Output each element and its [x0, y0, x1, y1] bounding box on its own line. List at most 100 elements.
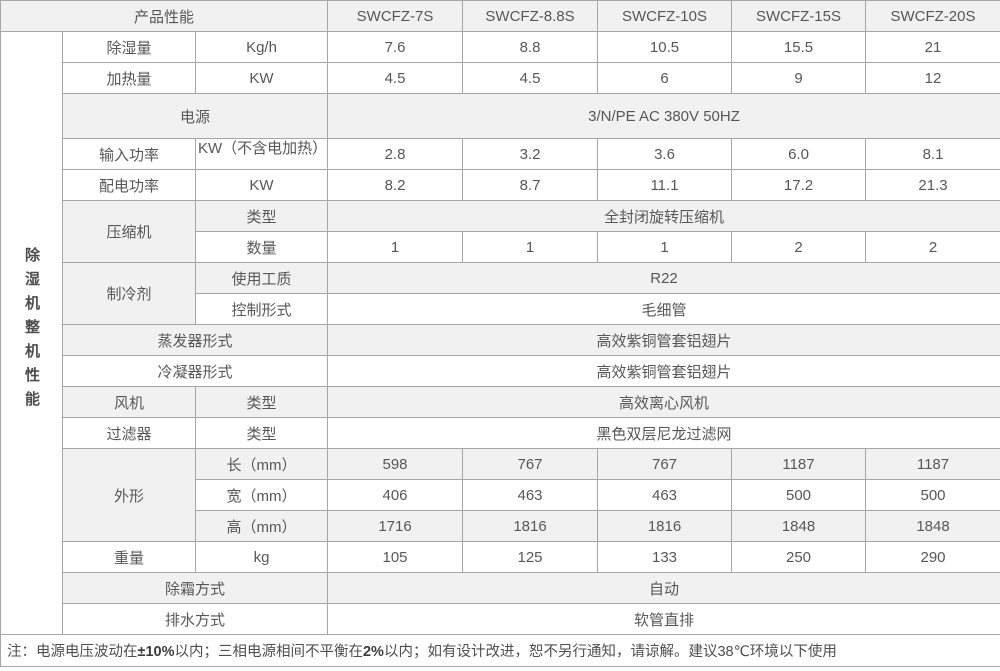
dimension-height-unit: 高（mm）: [195, 510, 328, 542]
weight-unit: kg: [195, 541, 328, 573]
dimension-length-value: 767: [597, 448, 732, 480]
defrost-value: 自动: [327, 572, 1000, 604]
dehumidify-value: 8.8: [462, 31, 598, 63]
heating-value: 12: [865, 62, 1000, 94]
dimension-width-value: 500: [731, 479, 866, 511]
input-power-value: 6.0: [731, 138, 866, 170]
weight-value: 125: [462, 541, 598, 573]
evaporator-value: 高效紫铜管套铝翅片: [327, 324, 1000, 356]
condenser-label: 冷凝器形式: [62, 355, 328, 387]
row-heating-capacity: 加热量 KW 4.5 4.5 6 9 12: [1, 62, 1000, 94]
fan-unit: 类型: [195, 386, 328, 418]
dimension-height-value: 1716: [327, 510, 463, 542]
power-supply-label: 电源: [62, 93, 328, 139]
dehumidify-label: 除湿量: [62, 31, 196, 63]
refrigerant-medium-label: 使用工质: [195, 262, 328, 294]
dehumidify-value: 7.6: [327, 31, 463, 63]
dimension-length-value: 598: [327, 448, 463, 480]
distribution-power-unit: KW: [195, 169, 328, 201]
input-power-value: 2.8: [327, 138, 463, 170]
refrigerant-control-value: 毛细管: [327, 293, 1000, 325]
weight-value: 133: [597, 541, 732, 573]
fan-label: 风机: [62, 386, 196, 418]
distribution-power-value: 17.2: [731, 169, 866, 201]
model-header-swcfz-8-8s: SWCFZ-8.8S: [462, 0, 598, 32]
drainage-value: 软管直排: [327, 603, 1000, 635]
distribution-power-value: 21.3: [865, 169, 1000, 201]
compressor-qty-value: 1: [597, 231, 732, 263]
row-fan: 风机 类型 高效离心风机: [1, 386, 1000, 418]
refrigerant-control-label: 控制形式: [195, 293, 328, 325]
footnote: 注：电源电压波动在±10%以内；三相电源相间不平衡在2%以内；如有设计改进，恕不…: [0, 634, 1000, 667]
dehumidify-value: 10.5: [597, 31, 732, 63]
row-power-supply: 电源 3/N/PE AC 380V 50HZ: [1, 93, 1000, 139]
row-drainage: 排水方式 软管直排: [1, 603, 1000, 635]
refrigerant-label: 制冷剂: [62, 262, 196, 325]
input-power-unit: KW（不含电加热）: [195, 138, 328, 170]
dimension-length-value: 767: [462, 448, 598, 480]
heating-value: 4.5: [462, 62, 598, 94]
dimension-length-unit: 长（mm）: [195, 448, 328, 480]
dimension-width-unit: 宽（mm）: [195, 479, 328, 511]
row-compressor-type: 压缩机 类型 全封闭旋转压缩机: [1, 200, 1000, 263]
weight-value: 105: [327, 541, 463, 573]
model-header-swcfz-20s: SWCFZ-20S: [865, 0, 1000, 32]
row-refrigerant-medium: 制冷剂 使用工质 R22: [1, 262, 1000, 325]
dimension-length-value: 1187: [731, 448, 866, 480]
row-condenser: 冷凝器形式 高效紫铜管套铝翅片: [1, 355, 1000, 387]
dehumidify-unit: Kg/h: [195, 31, 328, 63]
row-distribution-power: 配电功率 KW 8.2 8.7 11.1 17.2 21.3: [1, 169, 1000, 201]
refrigerant-medium-value: R22: [327, 262, 1000, 294]
distribution-power-value: 8.2: [327, 169, 463, 201]
row-dimension-length: 外形 长（mm） 598 767 767 1187 1187: [1, 448, 1000, 542]
dimension-width-value: 500: [865, 479, 1000, 511]
dimensions-label: 外形: [62, 448, 196, 542]
dimension-height-value: 1816: [597, 510, 732, 542]
distribution-power-value: 8.7: [462, 169, 598, 201]
side-category-cell: 除湿机整机性能: [0, 31, 63, 635]
heating-unit: KW: [195, 62, 328, 94]
header-row: 产品性能 SWCFZ-7S SWCFZ-8.8S SWCFZ-10S SWCFZ…: [0, 0, 1000, 32]
heating-value: 9: [731, 62, 866, 94]
power-supply-value: 3/N/PE AC 380V 50HZ: [327, 93, 1000, 139]
row-footnote: 注：电源电压波动在±10%以内；三相电源相间不平衡在2%以内；如有设计改进，恕不…: [0, 634, 1000, 667]
drainage-label: 排水方式: [62, 603, 328, 635]
input-power-value: 3.2: [462, 138, 598, 170]
distribution-power-value: 11.1: [597, 169, 732, 201]
dimension-width-value: 406: [327, 479, 463, 511]
filter-value: 黑色双层尼龙过滤网: [327, 417, 1000, 449]
model-header-swcfz-10s: SWCFZ-10S: [597, 0, 732, 32]
compressor-type-value: 全封闭旋转压缩机: [327, 200, 1000, 232]
weight-label: 重量: [62, 541, 196, 573]
row-filter: 过滤器 类型 黑色双层尼龙过滤网: [1, 417, 1000, 449]
dimension-length-value: 1187: [865, 448, 1000, 480]
dimension-height-value: 1816: [462, 510, 598, 542]
heating-value: 6: [597, 62, 732, 94]
weight-value: 250: [731, 541, 866, 573]
row-compressor-qty: 数量 1 1 1 2 2: [1, 231, 1000, 263]
footnote-text: 以内；三相电源相间不平衡在: [174, 644, 363, 660]
compressor-qty-value: 2: [731, 231, 866, 263]
dimension-height-value: 1848: [731, 510, 866, 542]
filter-label: 过滤器: [62, 417, 196, 449]
footnote-text: 以内；如有设计改进，恕不另行通知，请谅解。建议38℃环境以下使用: [383, 644, 837, 660]
condenser-value: 高效紫铜管套铝翅片: [327, 355, 1000, 387]
input-power-value: 3.6: [597, 138, 732, 170]
dimension-width-value: 463: [462, 479, 598, 511]
row-evaporator: 蒸发器形式 高效紫铜管套铝翅片: [1, 324, 1000, 356]
filter-unit: 类型: [195, 417, 328, 449]
row-defrost: 除霜方式 自动: [1, 572, 1000, 604]
input-power-label: 输入功率: [62, 138, 196, 170]
row-dimension-width: 宽（mm） 406 463 463 500 500: [1, 479, 1000, 511]
compressor-label: 压缩机: [62, 200, 196, 263]
defrost-label: 除霜方式: [62, 572, 328, 604]
dimension-width-value: 463: [597, 479, 732, 511]
dehumidify-value: 21: [865, 31, 1000, 63]
input-power-value: 8.1: [865, 138, 1000, 170]
footnote-tolerance-phase: 2%: [362, 644, 384, 660]
model-header-swcfz-7s: SWCFZ-7S: [327, 0, 463, 32]
evaporator-label: 蒸发器形式: [62, 324, 328, 356]
weight-value: 290: [865, 541, 1000, 573]
dehumidify-value: 15.5: [731, 31, 866, 63]
